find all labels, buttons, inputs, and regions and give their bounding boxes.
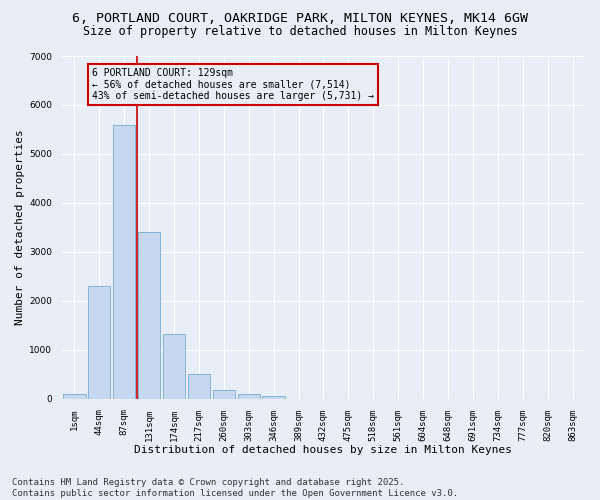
- Bar: [138, 232, 160, 399]
- Y-axis label: Number of detached properties: Number of detached properties: [15, 130, 25, 326]
- Bar: [163, 334, 185, 399]
- Bar: [63, 394, 86, 399]
- Bar: [113, 124, 136, 399]
- Bar: [88, 286, 110, 399]
- Text: Contains HM Land Registry data © Crown copyright and database right 2025.
Contai: Contains HM Land Registry data © Crown c…: [12, 478, 458, 498]
- Text: 6, PORTLAND COURT, OAKRIDGE PARK, MILTON KEYNES, MK14 6GW: 6, PORTLAND COURT, OAKRIDGE PARK, MILTON…: [72, 12, 528, 26]
- X-axis label: Distribution of detached houses by size in Milton Keynes: Distribution of detached houses by size …: [134, 445, 512, 455]
- Bar: [238, 394, 260, 399]
- Text: 6 PORTLAND COURT: 129sqm
← 56% of detached houses are smaller (7,514)
43% of sem: 6 PORTLAND COURT: 129sqm ← 56% of detach…: [92, 68, 374, 102]
- Bar: [212, 390, 235, 399]
- Bar: [188, 374, 210, 399]
- Text: Size of property relative to detached houses in Milton Keynes: Size of property relative to detached ho…: [83, 25, 517, 38]
- Bar: [262, 396, 285, 399]
